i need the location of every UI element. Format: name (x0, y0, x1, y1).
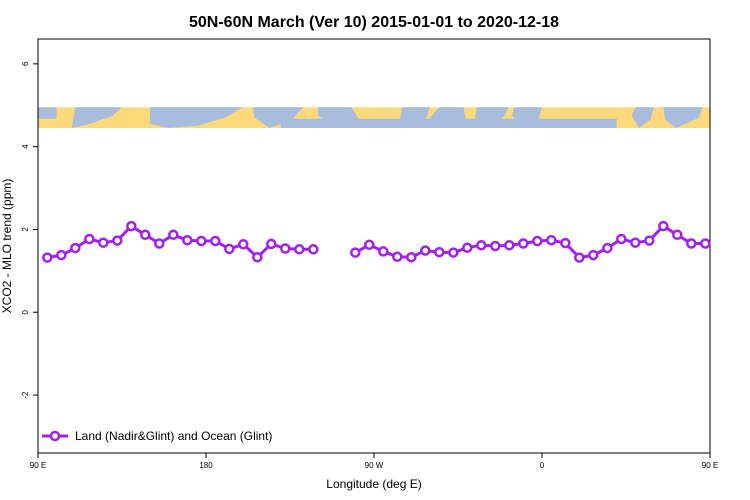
map-ocean-region (280, 118, 617, 129)
data-point (504, 239, 515, 251)
data-point (84, 233, 95, 245)
data-point (56, 249, 67, 261)
data-point (490, 240, 501, 252)
data-point (686, 238, 697, 249)
data-point (616, 233, 627, 245)
data-point (154, 238, 165, 249)
map-ocean-region (71, 107, 122, 128)
x-tick-label: 0 (540, 461, 545, 470)
data-point (196, 235, 207, 247)
data-point (532, 235, 543, 247)
data-point (224, 243, 235, 255)
data-point (266, 238, 277, 250)
map-ocean-region (663, 107, 703, 128)
x-tick-label: 90 E (30, 461, 46, 470)
data-point (308, 244, 319, 255)
data-point (238, 239, 249, 250)
data-point (70, 242, 81, 254)
data-point (644, 235, 655, 246)
data-point (420, 245, 431, 256)
data-point (560, 237, 571, 249)
data-point (546, 234, 557, 246)
y-tick-label: 6 (21, 61, 30, 66)
data-point (350, 247, 361, 258)
data-point (462, 242, 473, 253)
y-axis-title: XCO2 - MLO trend (ppm) (0, 179, 14, 314)
y-axis: -2 0 2 4 6 (21, 61, 38, 399)
data-point (126, 220, 137, 232)
data-point (448, 247, 459, 258)
data-point (518, 238, 529, 249)
data-point (700, 238, 711, 249)
map-ocean-region (38, 107, 57, 119)
series-layer (42, 220, 711, 263)
data-point (406, 251, 417, 263)
data-point (588, 249, 599, 261)
y-tick-label: 0 (21, 309, 30, 314)
data-point (434, 246, 445, 258)
data-point (574, 252, 585, 263)
map-ocean-region (252, 107, 304, 128)
map-ocean-region (150, 107, 244, 128)
data-point (182, 234, 193, 246)
data-point (140, 229, 151, 241)
x-tick-label: 90 W (365, 461, 384, 470)
data-point (476, 239, 487, 251)
y-tick-label: -2 (21, 391, 30, 399)
legend-label: Land (Nadir&Glint) and Ocean (Glint) (75, 429, 272, 443)
data-point (630, 237, 641, 248)
chart-title: 50N-60N March (Ver 10) 2015-01-01 to 202… (189, 14, 559, 31)
data-point (112, 235, 123, 246)
x-tick-label: 180 (199, 461, 213, 470)
legend-marker (49, 430, 61, 442)
data-point (658, 220, 669, 232)
y-tick-label: 2 (21, 227, 30, 232)
data-point (42, 252, 53, 263)
data-point (98, 237, 109, 248)
data-point (168, 229, 179, 241)
data-point (378, 246, 389, 257)
data-point (252, 251, 263, 263)
x-tick-label: 90 E (702, 461, 718, 470)
legend: Land (Nadir&Glint) and Ocean (Glint) (42, 429, 272, 443)
map-ocean-region (631, 107, 654, 128)
x-axis: 90 E 180 90 W 0 90 E (30, 453, 718, 470)
data-point (392, 251, 403, 263)
data-point (210, 235, 221, 247)
map-strip (38, 107, 710, 129)
data-point (364, 239, 375, 251)
x-axis-title: Longitude (deg E) (326, 477, 421, 491)
data-point (602, 242, 613, 254)
data-point (294, 244, 305, 255)
data-point (672, 229, 683, 241)
data-point (280, 243, 291, 254)
y-tick-label: 4 (21, 144, 30, 149)
